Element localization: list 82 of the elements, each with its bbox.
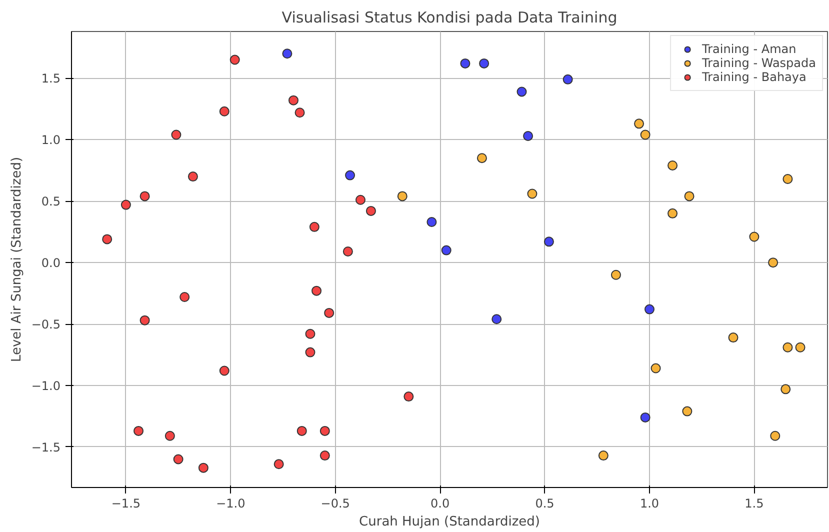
point bbox=[728, 332, 738, 343]
point bbox=[294, 108, 305, 118]
point bbox=[684, 191, 694, 202]
point bbox=[345, 170, 356, 180]
point bbox=[134, 426, 144, 436]
point bbox=[180, 292, 190, 302]
point bbox=[296, 426, 307, 436]
point bbox=[795, 342, 806, 352]
point bbox=[305, 328, 316, 339]
point bbox=[682, 406, 692, 416]
point bbox=[441, 245, 452, 256]
point bbox=[640, 412, 650, 422]
point bbox=[544, 236, 554, 247]
x-tick-label: −1.0 bbox=[216, 496, 246, 510]
point bbox=[634, 118, 644, 129]
y-axis-title: Level Air Sungai (Standardized) bbox=[9, 156, 24, 362]
point bbox=[780, 384, 791, 394]
x-tick-label: 0.0 bbox=[430, 496, 450, 510]
point bbox=[366, 206, 376, 216]
point bbox=[650, 363, 661, 374]
point bbox=[188, 172, 198, 182]
point bbox=[404, 392, 414, 402]
point bbox=[309, 222, 320, 232]
point bbox=[274, 459, 284, 470]
legend-label: Training - Bahaya bbox=[702, 70, 806, 84]
point bbox=[219, 366, 230, 376]
point bbox=[610, 270, 621, 280]
point bbox=[102, 234, 112, 244]
x-tick-label: −1.5 bbox=[111, 496, 141, 510]
point bbox=[140, 315, 150, 326]
point bbox=[426, 217, 437, 228]
point bbox=[476, 153, 487, 164]
point bbox=[140, 191, 150, 202]
point bbox=[312, 286, 322, 296]
point bbox=[516, 86, 527, 97]
point bbox=[640, 130, 650, 140]
point bbox=[492, 314, 502, 324]
point bbox=[342, 246, 353, 256]
point bbox=[230, 54, 240, 65]
y-tick-label: 0.0 bbox=[41, 256, 61, 270]
point bbox=[171, 130, 182, 140]
y-tick-label: 0.5 bbox=[41, 194, 61, 209]
point bbox=[288, 95, 298, 106]
point bbox=[770, 430, 780, 441]
point bbox=[397, 191, 408, 202]
point bbox=[320, 426, 330, 436]
point bbox=[644, 304, 654, 314]
legend-label: Training - Waspada bbox=[702, 56, 816, 70]
point bbox=[527, 188, 538, 199]
point bbox=[282, 48, 292, 59]
point bbox=[320, 450, 330, 461]
y-tick-label: −1.0 bbox=[31, 378, 60, 393]
point bbox=[355, 194, 366, 205]
point bbox=[460, 58, 470, 68]
point bbox=[173, 454, 184, 464]
y-tick-label: −1.5 bbox=[31, 440, 60, 454]
point bbox=[198, 462, 208, 473]
point bbox=[768, 258, 778, 268]
point bbox=[668, 208, 678, 218]
point bbox=[219, 106, 230, 116]
x-tick-label: 1.0 bbox=[640, 496, 660, 510]
chart-title: Visualisasi Status Kondisi pada Data Training bbox=[282, 8, 618, 26]
point bbox=[782, 174, 793, 184]
point bbox=[164, 430, 175, 441]
x-axis-title: Curah Hujan (Standardized) bbox=[359, 514, 540, 530]
point bbox=[668, 160, 678, 170]
x-tick-label: −0.5 bbox=[320, 496, 350, 510]
point bbox=[324, 308, 334, 318]
x-tick-label: 0.5 bbox=[535, 496, 554, 510]
point bbox=[598, 450, 608, 461]
point bbox=[120, 200, 131, 210]
point bbox=[749, 232, 760, 242]
y-tick-label: 1.0 bbox=[41, 133, 61, 148]
y-tick-label: 1.5 bbox=[41, 72, 61, 86]
y-tick-label: −0.5 bbox=[31, 318, 60, 332]
point bbox=[305, 347, 316, 358]
point bbox=[479, 58, 490, 68]
point bbox=[562, 74, 573, 84]
legend-label: Training - Aman bbox=[702, 42, 796, 56]
x-tick-label: 1.5 bbox=[744, 496, 764, 510]
point bbox=[523, 130, 534, 141]
point bbox=[782, 342, 793, 352]
